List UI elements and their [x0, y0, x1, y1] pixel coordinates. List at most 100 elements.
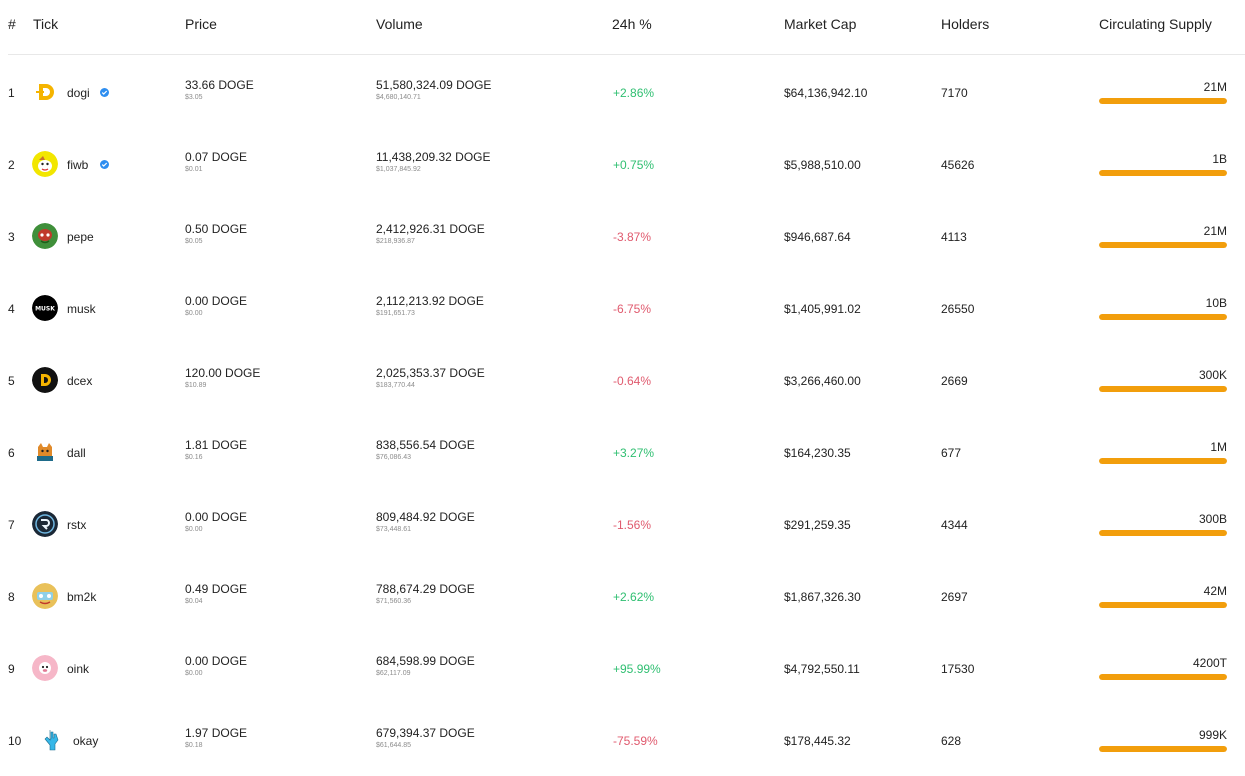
- table-row[interactable]: 6 dall 1.81 DOGE $0.16 838,556.54 DOGE $76,08…: [0, 416, 1245, 488]
- token-tick[interactable]: musk: [67, 302, 96, 316]
- musk-logo-icon: MUSK: [32, 295, 58, 321]
- header-change[interactable]: 24h %: [612, 16, 652, 32]
- verified-badge-icon: [100, 160, 109, 169]
- price-doge: 0.50 DOGE: [185, 222, 248, 236]
- price-doge: 120.00 DOGE: [185, 366, 261, 380]
- token-tick[interactable]: pepe: [67, 230, 94, 244]
- supply-amount: 10B: [1205, 296, 1227, 310]
- volume-cell: 11,438,209.32 DOGE $1,037,845.92: [376, 150, 491, 174]
- header-volume[interactable]: Volume: [376, 16, 423, 32]
- price-cell: 0.07 DOGE $0.01: [185, 150, 247, 174]
- row-index: 3: [8, 230, 15, 244]
- row-index: 8: [8, 590, 15, 604]
- price-cell: 0.49 DOGE $0.04: [185, 582, 247, 606]
- header-divider: [8, 54, 1245, 55]
- table-row[interactable]: 2 fiwb 0.07 DOGE $0.01 11,438,209.32 DOGE $1,…: [0, 128, 1245, 200]
- token-tick[interactable]: oink: [67, 662, 90, 676]
- holders-count: 26550: [941, 302, 975, 316]
- verified-badge-icon: [100, 88, 109, 97]
- row-index: 2: [8, 158, 15, 172]
- oink-logo-icon: [32, 655, 58, 681]
- price-cell: 120.00 DOGE $10.89: [185, 366, 260, 390]
- svg-text:MUSK: MUSK: [35, 306, 55, 313]
- header-market-cap[interactable]: Market Cap: [784, 16, 857, 32]
- holders-count: 2669: [941, 374, 968, 388]
- volume-usd: $73,448.61: [376, 526, 412, 533]
- table-row[interactable]: 5 dcex 120.00 DOGE $10.89 2,025,353.37 DOGE $…: [0, 344, 1245, 416]
- table-row[interactable]: 8 bm2k 0.49 DOGE $0.04 788,674.29 DOGE $71,56…: [0, 560, 1245, 632]
- supply-progress-track: [1099, 530, 1227, 536]
- row-index: 10: [8, 734, 22, 748]
- table-row[interactable]: 3 pepe 0.50 DOGE $0.05 2,412,926.31 DOGE $218…: [0, 200, 1245, 272]
- token-tick[interactable]: dogi: [67, 86, 90, 100]
- supply-progress-track: [1099, 746, 1227, 752]
- table-row[interactable]: 4 MUSK musk 0.00 DOGE $0.00 2,112,213.92 DOGE…: [0, 272, 1245, 344]
- okay-logo-icon: [38, 727, 64, 753]
- token-tick[interactable]: bm2k: [67, 590, 97, 604]
- row-index: 9: [8, 662, 15, 676]
- table-row[interactable]: 7 rstx 0.00 DOGE $0.00 809,484.92 DOGE $73,44…: [0, 488, 1245, 560]
- volume-doge: 838,556.54 DOGE: [376, 438, 475, 452]
- volume-cell: 2,025,353.37 DOGE $183,770.44: [376, 366, 485, 390]
- volume-doge: 51,580,324.09 DOGE: [376, 78, 492, 92]
- volume-usd: $76,086.43: [376, 454, 412, 461]
- bm2k-logo-icon: [32, 583, 58, 609]
- volume-doge: 684,598.99 DOGE: [376, 654, 475, 668]
- change-24h: -3.87%: [613, 230, 652, 244]
- price-cell: 1.97 DOGE $0.18: [185, 726, 247, 750]
- price-cell: 0.00 DOGE $0.00: [185, 654, 247, 678]
- holders-count: 2697: [941, 590, 968, 604]
- volume-usd: $4,680,140.71: [376, 94, 421, 101]
- supply-amount: 999K: [1198, 728, 1227, 742]
- row-index: 6: [8, 446, 15, 460]
- row-index: 7: [8, 518, 15, 532]
- token-tick[interactable]: dcex: [67, 374, 93, 388]
- change-24h: +0.75%: [613, 158, 655, 172]
- volume-cell: 2,112,213.92 DOGE $191,651.73: [376, 294, 484, 318]
- header-tick[interactable]: Tick: [33, 16, 59, 32]
- supply-progress-track: [1099, 674, 1227, 680]
- volume-cell: 2,412,926.31 DOGE $218,936.87: [376, 222, 485, 246]
- dcex-logo-icon: [32, 367, 58, 393]
- volume-doge: 2,112,213.92 DOGE: [376, 294, 484, 308]
- price-doge: 0.07 DOGE: [185, 150, 248, 164]
- holders-count: 628: [941, 734, 962, 748]
- price-doge: 0.00 DOGE: [185, 294, 248, 308]
- price-usd: $0.18: [185, 742, 203, 749]
- token-tick[interactable]: dall: [67, 446, 86, 460]
- supply-progress-bar: [1099, 530, 1227, 536]
- supply-amount: 300K: [1198, 368, 1227, 382]
- supply-progress-bar: [1099, 602, 1227, 608]
- market-cap: $946,687.64: [784, 230, 851, 244]
- token-tick[interactable]: okay: [73, 734, 99, 748]
- price-cell: 0.50 DOGE $0.05: [185, 222, 247, 246]
- volume-doge: 2,025,353.37 DOGE: [376, 366, 485, 380]
- table-row[interactable]: 1 dogi 33.66 DOGE $3.05 51,580,324.09 DOGE $4…: [0, 56, 1245, 128]
- token-tick[interactable]: fiwb: [67, 158, 89, 172]
- volume-cell: 838,556.54 DOGE $76,086.43: [376, 438, 475, 462]
- volume-cell: 809,484.92 DOGE $73,448.61: [376, 510, 475, 534]
- volume-usd: $71,560.36: [376, 598, 412, 605]
- header-price[interactable]: Price: [185, 16, 217, 32]
- table-row[interactable]: 9 oink 0.00 DOGE $0.00 684,598.99 DOGE $62,11…: [0, 632, 1245, 704]
- header-supply[interactable]: Circulating Supply: [1099, 16, 1212, 32]
- table-row[interactable]: 10 okay 1.97 DOGE $0.18 679,394.37 DOGE $61,6…: [0, 704, 1245, 776]
- price-doge: 0.00 DOGE: [185, 510, 248, 524]
- holders-count: 4344: [941, 518, 968, 532]
- change-24h: +2.86%: [613, 86, 655, 100]
- header-holders[interactable]: Holders: [941, 16, 990, 32]
- holders-count: 677: [941, 446, 962, 460]
- supply-progress-bar: [1099, 314, 1227, 320]
- price-cell: 0.00 DOGE $0.00: [185, 510, 247, 534]
- volume-doge: 2,412,926.31 DOGE: [376, 222, 485, 236]
- market-cap: $3,266,460.00: [784, 374, 861, 388]
- change-24h: +3.27%: [613, 446, 655, 460]
- supply-amount: 300B: [1198, 512, 1227, 526]
- header-index: #: [8, 16, 16, 32]
- pepe-logo-icon: [32, 223, 58, 249]
- price-usd: $0.00: [185, 670, 203, 677]
- market-cap: $1,405,991.02: [784, 302, 861, 316]
- fiwb-logo-icon: [32, 151, 58, 177]
- token-tick[interactable]: rstx: [67, 518, 87, 532]
- supply-amount: 1M: [1210, 440, 1227, 454]
